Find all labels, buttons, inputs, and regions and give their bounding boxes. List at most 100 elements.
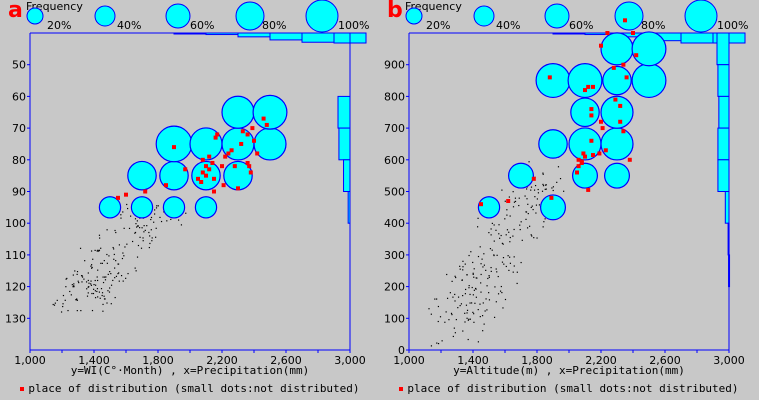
- frequency-bubble: [130, 196, 154, 219]
- distributed-point: [116, 195, 120, 200]
- not-distributed-dot: [504, 218, 506, 220]
- frequency-bubble: [221, 95, 255, 129]
- not-distributed-dot: [454, 275, 456, 277]
- not-distributed-dot: [526, 227, 529, 229]
- legend-marker: [399, 387, 404, 391]
- frequency-bubble: [600, 95, 634, 129]
- frequency-bubble: [602, 65, 632, 96]
- not-distributed-dot: [542, 226, 544, 228]
- not-distributed-dot: [477, 255, 480, 258]
- not-distributed-dot: [469, 293, 471, 296]
- not-distributed-dot: [88, 282, 90, 284]
- scale-bubble: [684, 0, 718, 33]
- x-tick-label: 2,600: [649, 354, 681, 367]
- not-distributed-dot: [69, 290, 71, 293]
- not-distributed-dot: [474, 302, 476, 304]
- not-distributed-dot: [472, 273, 474, 275]
- not-distributed-dot: [76, 310, 78, 312]
- not-distributed-dot: [499, 237, 501, 239]
- not-distributed-dot: [513, 256, 515, 258]
- not-distributed-dot: [480, 291, 482, 293]
- distributed-point: [597, 151, 602, 156]
- not-distributed-dot: [436, 342, 438, 344]
- distributed-point: [605, 31, 610, 35]
- not-distributed-dot: [155, 236, 157, 238]
- not-distributed-dot: [91, 309, 94, 312]
- not-distributed-dot: [545, 184, 547, 186]
- not-distributed-dot: [483, 253, 485, 255]
- x-tick-label: 1,800: [142, 354, 174, 367]
- not-distributed-dot: [536, 198, 538, 200]
- distributed-point: [586, 84, 591, 89]
- not-distributed-dot: [486, 285, 488, 287]
- not-distributed-dot: [513, 265, 515, 267]
- y-tick-label: 600: [384, 154, 405, 167]
- distributed-point: [248, 170, 253, 175]
- y-tick-label: 50: [12, 59, 26, 72]
- not-distributed-dot: [54, 302, 56, 304]
- not-distributed-dot: [56, 299, 58, 301]
- not-distributed-dot: [80, 309, 82, 312]
- not-distributed-dot: [112, 279, 114, 282]
- not-distributed-dot: [472, 261, 474, 264]
- not-distributed-dot: [535, 204, 538, 206]
- not-distributed-dot: [526, 198, 528, 200]
- not-distributed-dot: [500, 234, 502, 237]
- not-distributed-dot: [485, 298, 487, 300]
- distributed-point: [618, 103, 623, 108]
- distributed-point: [200, 170, 205, 175]
- frequency-bubble: [252, 94, 288, 130]
- not-distributed-dot: [106, 253, 108, 256]
- distributed-point: [172, 145, 176, 150]
- x-tick-label: 2,600: [270, 354, 302, 367]
- distributed-point: [223, 154, 228, 159]
- not-distributed-dot: [563, 190, 565, 192]
- y-tick-label: 0: [398, 344, 405, 357]
- distributed-point: [624, 75, 629, 80]
- not-distributed-dot: [102, 281, 105, 284]
- not-distributed-dot: [150, 216, 153, 219]
- y-tick-label: 400: [384, 217, 405, 230]
- not-distributed-dot: [106, 302, 108, 304]
- not-distributed-dot: [122, 211, 124, 213]
- not-distributed-dot: [533, 237, 535, 239]
- not-distributed-dot: [530, 206, 532, 209]
- not-distributed-dot: [135, 223, 137, 225]
- not-distributed-dot: [528, 161, 530, 163]
- not-distributed-dot: [466, 274, 468, 276]
- not-distributed-dot: [493, 316, 496, 318]
- not-distributed-dot: [73, 283, 75, 285]
- not-distributed-dot: [143, 225, 145, 227]
- not-distributed-dot: [115, 275, 118, 277]
- y-tick-label: 60: [12, 90, 26, 103]
- not-distributed-dot: [120, 217, 122, 219]
- not-distributed-dot: [99, 237, 101, 239]
- not-distributed-dot: [101, 292, 104, 294]
- not-distributed-dot: [115, 260, 117, 262]
- x-tick-label: 1,000: [393, 354, 425, 367]
- not-distributed-dot: [113, 258, 115, 260]
- not-distributed-dot: [469, 318, 471, 320]
- distributed-point: [591, 84, 595, 89]
- freq-y-bar: [718, 95, 730, 129]
- not-distributed-dot: [96, 279, 99, 282]
- freq-y-bar: [717, 127, 730, 161]
- distributed-point: [600, 126, 605, 131]
- not-distributed-dot: [65, 278, 67, 280]
- not-distributed-dot: [91, 267, 93, 269]
- not-distributed-dot: [485, 269, 487, 271]
- not-distributed-dot: [537, 188, 539, 191]
- scale-bubble: [305, 0, 339, 33]
- not-distributed-dot: [488, 299, 491, 301]
- not-distributed-dot: [446, 297, 449, 299]
- not-distributed-dot: [468, 254, 470, 257]
- not-distributed-dot: [505, 265, 507, 268]
- distributed-point: [196, 176, 200, 181]
- distributed-point: [549, 195, 554, 200]
- not-distributed-dot: [468, 287, 470, 289]
- not-distributed-dot: [475, 296, 477, 298]
- not-distributed-dot: [115, 231, 117, 234]
- frequency-bubble: [540, 194, 567, 221]
- frequency-bubble: [155, 125, 193, 163]
- distributed-point: [479, 202, 483, 207]
